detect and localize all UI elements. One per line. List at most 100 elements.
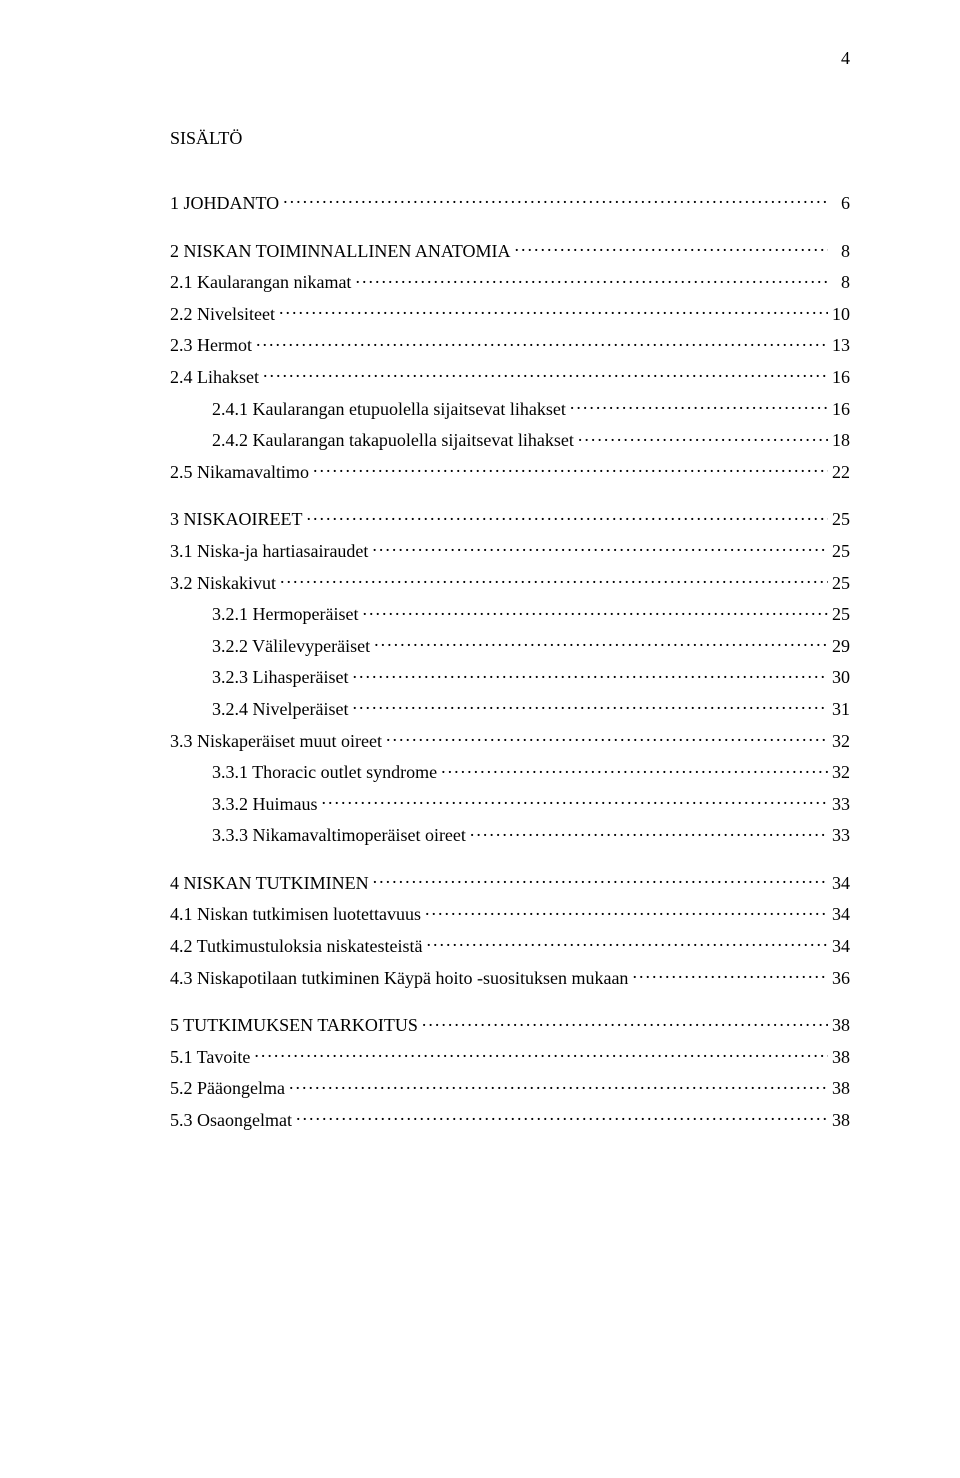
- toc-entry-label: 3.2 Niskakivut: [170, 573, 276, 595]
- toc-entry: 2.1 Kaularangan nikamat 8: [170, 270, 850, 294]
- toc-entry-page: 36: [832, 968, 850, 990]
- toc-entry: 3.2.3 Lihasperäiset 30: [170, 665, 850, 689]
- toc-entry-label: 3.2.3 Lihasperäiset: [212, 667, 348, 689]
- toc-leader-dots: [362, 602, 828, 620]
- toc-entry-page: 8: [832, 272, 850, 294]
- toc-leader-dots: [374, 634, 828, 652]
- toc-entry: 4 NISKAN TUTKIMINEN34: [170, 871, 850, 895]
- toc-leader-dots: [279, 302, 828, 320]
- toc-entry-label: 1 JOHDANTO: [170, 193, 279, 215]
- toc-entry-label: 3.3.2 Huimaus: [212, 794, 318, 816]
- toc-leader-dots: [263, 365, 828, 383]
- toc-entry: 4.2 Tutkimustuloksia niskatesteistä 34: [170, 934, 850, 958]
- toc-leader-dots: [289, 1076, 828, 1094]
- toc-entry-label: 4 NISKAN TUTKIMINEN: [170, 873, 369, 895]
- toc-entry: 2.4 Lihakset 16: [170, 365, 850, 389]
- toc-entry-label: 3.2.2 Välilevyperäiset: [212, 636, 370, 658]
- toc-entry-label: 3.3.3 Nikamavaltimoperäiset oireet: [212, 825, 466, 847]
- toc-entry-label: 4.2 Tutkimustuloksia niskatesteistä: [170, 936, 423, 958]
- toc-entry-page: 22: [832, 462, 850, 484]
- toc-leader-dots: [632, 966, 828, 984]
- toc-entry-page: 16: [832, 399, 850, 421]
- toc-entry-label: 2.4.2 Kaularangan takapuolella sijaitsev…: [212, 430, 574, 452]
- toc-entry: 3.2 Niskakivut 25: [170, 571, 850, 595]
- toc-leader-dots: [322, 792, 829, 810]
- toc-entry: 3.3.1 Thoracic outlet syndrome32: [170, 760, 850, 784]
- toc-entry-label: 2.4 Lihakset: [170, 367, 259, 389]
- toc-entry-page: 32: [832, 762, 850, 784]
- toc-entry-page: 31: [832, 699, 850, 721]
- toc-entry-page: 34: [832, 936, 850, 958]
- toc-leader-dots: [470, 823, 828, 841]
- toc-entry-label: 2.1 Kaularangan nikamat: [170, 272, 351, 294]
- toc-title: SISÄLTÖ: [170, 128, 850, 149]
- table-of-contents: 1 JOHDANTO 6 2 NISKAN TOIMINNALLINEN ANATO…: [170, 191, 850, 1132]
- toc-entry: 5 TUTKIMUKSEN TARKOITUS38: [170, 1013, 850, 1037]
- toc-entry: 2.4.1 Kaularangan etupuolella sijaitseva…: [170, 397, 850, 421]
- toc-entry: 2.3 Hermot 13: [170, 333, 850, 357]
- toc-leader-dots: [280, 571, 828, 589]
- toc-leader-dots: [441, 760, 828, 778]
- toc-entry-page: 16: [832, 367, 850, 389]
- page: 4 SISÄLTÖ 1 JOHDANTO 6 2 NISKAN TOIMINNALL…: [0, 0, 960, 1478]
- toc-entry: 5.2 Pääongelma 38: [170, 1076, 850, 1100]
- toc-entry-page: 33: [832, 794, 850, 816]
- toc-entry: 5.3 Osaongelmat 38: [170, 1108, 850, 1132]
- toc-entry: 5.1 Tavoite 38: [170, 1045, 850, 1069]
- toc-leader-dots: [355, 270, 828, 288]
- toc-entry-label: 3.3 Niskaperäiset muut oireet: [170, 731, 382, 753]
- toc-entry-label: 2.5 Nikamavaltimo: [170, 462, 309, 484]
- toc-entry: 2.2 Nivelsiteet10: [170, 302, 850, 326]
- toc-entry: 3.2.2 Välilevyperäiset 29: [170, 634, 850, 658]
- toc-entry-page: 32: [832, 731, 850, 753]
- toc-leader-dots: [422, 1013, 828, 1031]
- toc-entry-label: 2.4.1 Kaularangan etupuolella sijaitseva…: [212, 399, 566, 421]
- toc-leader-dots: [578, 428, 828, 446]
- toc-entry-page: 38: [832, 1110, 850, 1132]
- toc-leader-dots: [515, 239, 829, 257]
- toc-entry-page: 38: [832, 1015, 850, 1037]
- toc-entry-page: 8: [832, 241, 850, 263]
- toc-leader-dots: [296, 1108, 828, 1126]
- toc-entry-page: 25: [832, 573, 850, 595]
- toc-entry-page: 34: [832, 904, 850, 926]
- toc-entry: 1 JOHDANTO 6: [170, 191, 850, 215]
- toc-entry-label: 3.2.1 Hermoperäiset: [212, 604, 358, 626]
- toc-entry-label: 4.3 Niskapotilaan tutkiminen Käypä hoito…: [170, 968, 628, 990]
- toc-leader-dots: [254, 1045, 828, 1063]
- toc-entry: 2.5 Nikamavaltimo 22: [170, 460, 850, 484]
- toc-entry: 2.4.2 Kaularangan takapuolella sijaitsev…: [170, 428, 850, 452]
- toc-entry: 4.1 Niskan tutkimisen luotettavuus 34: [170, 902, 850, 926]
- toc-leader-dots: [313, 460, 828, 478]
- toc-entry-label: 2.3 Hermot: [170, 335, 252, 357]
- toc-entry-page: 18: [832, 430, 850, 452]
- toc-entry-page: 30: [832, 667, 850, 689]
- toc-entry-label: 5.1 Tavoite: [170, 1047, 250, 1069]
- toc-leader-dots: [425, 902, 828, 920]
- toc-entry-label: 2 NISKAN TOIMINNALLINEN ANATOMIA: [170, 241, 511, 263]
- toc-leader-dots: [352, 665, 828, 683]
- toc-entry-label: 4.1 Niskan tutkimisen luotettavuus: [170, 904, 421, 926]
- toc-leader-dots: [307, 507, 829, 525]
- toc-entry-page: 6: [832, 193, 850, 215]
- toc-entry-page: 25: [832, 541, 850, 563]
- toc-entry-label: 5.2 Pääongelma: [170, 1078, 285, 1100]
- toc-entry-page: 13: [832, 335, 850, 357]
- toc-entry-label: 3.2.4 Nivelperäiset: [212, 699, 348, 721]
- toc-entry-page: 38: [832, 1078, 850, 1100]
- toc-leader-dots: [427, 934, 828, 952]
- toc-leader-dots: [283, 191, 828, 209]
- toc-entry-label: 2.2 Nivelsiteet: [170, 304, 275, 326]
- page-number: 4: [841, 48, 850, 69]
- toc-entry-label: 3.1 Niska-ja hartiasairaudet: [170, 541, 368, 563]
- toc-entry-page: 38: [832, 1047, 850, 1069]
- toc-entry-page: 29: [832, 636, 850, 658]
- toc-entry-page: 33: [832, 825, 850, 847]
- toc-entry: 3.3 Niskaperäiset muut oireet 32: [170, 729, 850, 753]
- toc-leader-dots: [373, 871, 828, 889]
- toc-entry: 3 NISKAOIREET25: [170, 507, 850, 531]
- toc-entry-label: 5.3 Osaongelmat: [170, 1110, 292, 1132]
- toc-leader-dots: [386, 729, 828, 747]
- toc-leader-dots: [372, 539, 828, 557]
- toc-entry: 3.2.4 Nivelperäiset 31: [170, 697, 850, 721]
